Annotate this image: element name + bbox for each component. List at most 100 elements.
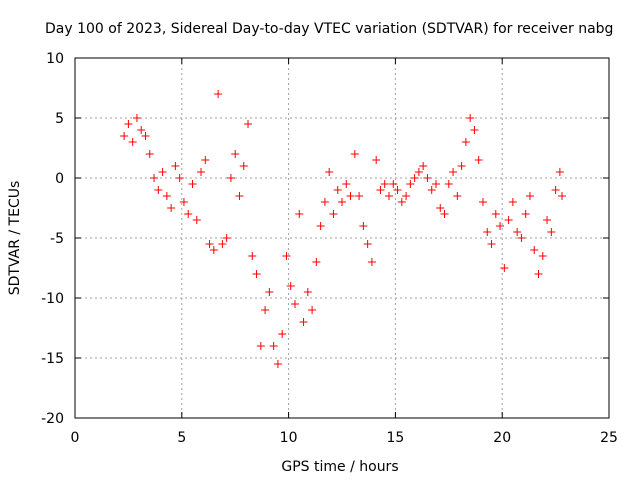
data-point <box>278 330 287 338</box>
data-point <box>427 186 436 194</box>
x-tick-label: 15 <box>386 430 404 446</box>
data-point <box>342 180 351 188</box>
data-point <box>261 306 270 314</box>
data-point <box>175 174 184 182</box>
data-point <box>551 186 560 194</box>
data-points <box>120 90 567 368</box>
data-point <box>209 246 218 254</box>
data-point <box>124 120 133 128</box>
data-point <box>453 192 462 200</box>
data-point <box>474 156 483 164</box>
data-point <box>367 258 376 266</box>
data-point <box>376 186 385 194</box>
data-point <box>414 168 423 176</box>
y-axis-label: SDTVAR / TECUs <box>7 181 23 296</box>
data-point <box>338 198 346 206</box>
data-point <box>218 240 227 248</box>
data-point <box>487 240 496 248</box>
data-point <box>291 300 300 308</box>
data-point <box>197 168 206 176</box>
data-point <box>423 174 432 182</box>
x-axis-label: GPS time / hours <box>281 459 398 475</box>
y-tick-label: -5 <box>50 231 64 247</box>
y-tick-label: -15 <box>41 351 64 367</box>
data-point <box>184 210 193 218</box>
data-point <box>500 264 509 272</box>
data-point <box>517 234 526 242</box>
data-point <box>363 240 372 248</box>
data-point <box>162 192 171 200</box>
x-tick-label: 5 <box>177 430 186 446</box>
data-point <box>355 192 364 200</box>
data-point <box>444 180 453 188</box>
x-tick-label: 25 <box>600 430 618 446</box>
data-point <box>406 180 415 188</box>
data-point <box>226 174 235 182</box>
y-tick-label: 0 <box>55 171 64 187</box>
data-point <box>303 288 312 296</box>
plot-border <box>74 57 610 419</box>
data-point <box>521 210 530 218</box>
data-point <box>244 120 253 128</box>
data-point <box>558 192 567 200</box>
data-point <box>333 186 342 194</box>
data-point <box>530 246 539 254</box>
data-point <box>380 180 389 188</box>
data-point <box>171 162 180 170</box>
data-point <box>158 168 167 176</box>
x-tick-label: 0 <box>71 430 80 446</box>
data-point <box>496 222 505 230</box>
data-point <box>201 156 210 164</box>
data-point <box>483 228 492 236</box>
data-point <box>436 204 445 212</box>
data-point <box>555 168 564 176</box>
data-point <box>513 228 522 236</box>
data-point <box>299 318 308 326</box>
y-tick-label: 5 <box>55 111 64 127</box>
data-point <box>316 222 325 230</box>
chart-title: Day 100 of 2023, Sidereal Day-to-day VTE… <box>45 21 613 37</box>
data-point <box>466 114 475 122</box>
data-point <box>145 150 154 158</box>
data-point <box>128 138 137 146</box>
data-point <box>312 258 321 266</box>
data-point <box>295 210 304 218</box>
data-point <box>491 210 500 218</box>
data-point <box>543 216 552 224</box>
data-point <box>231 150 240 158</box>
data-point <box>329 210 338 218</box>
data-point <box>534 270 543 278</box>
data-point <box>137 126 146 134</box>
data-point <box>141 132 150 140</box>
data-point <box>269 342 278 350</box>
data-point <box>547 228 556 236</box>
data-point <box>538 252 547 260</box>
data-point <box>256 342 265 350</box>
data-point <box>222 234 231 242</box>
data-point <box>308 306 317 314</box>
data-point <box>192 216 201 224</box>
data-point <box>457 162 466 170</box>
data-point <box>120 132 129 140</box>
data-point <box>384 192 393 200</box>
x-tick-label: 10 <box>280 430 298 446</box>
axis-ticks: 0 5 10 15 20 25 -20 -15 -10 -5 0 5 10 <box>41 51 618 446</box>
data-point <box>252 270 261 278</box>
data-point <box>525 192 534 200</box>
data-point <box>504 216 513 224</box>
data-point <box>150 174 159 182</box>
data-point <box>350 150 359 158</box>
y-tick-label: -10 <box>41 291 64 307</box>
x-tick-label: 20 <box>493 430 511 446</box>
grid-lines <box>75 58 609 418</box>
data-point <box>393 186 402 194</box>
data-point <box>235 192 244 200</box>
data-point <box>265 288 274 296</box>
data-point <box>461 138 470 146</box>
data-point <box>154 186 163 194</box>
data-point <box>167 204 176 212</box>
data-point <box>431 180 440 188</box>
data-point <box>402 192 411 200</box>
